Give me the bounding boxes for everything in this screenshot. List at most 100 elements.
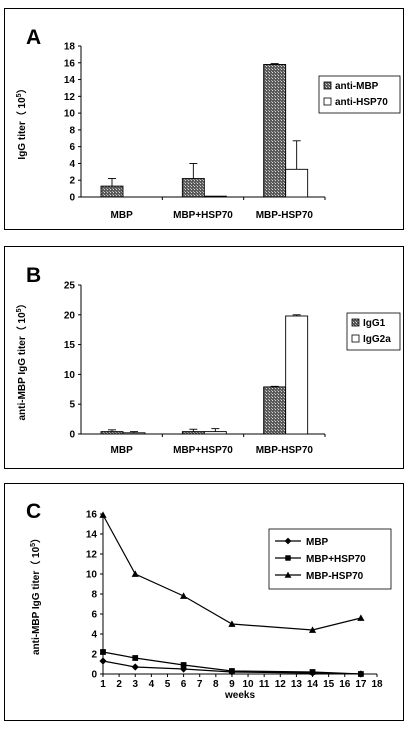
bar bbox=[100, 431, 124, 435]
data-point bbox=[284, 537, 292, 545]
panel-letter: C bbox=[26, 500, 41, 523]
x-category-label: MBP bbox=[111, 445, 134, 456]
y-tick-label: 4 bbox=[91, 630, 97, 641]
y-axis-label-close: ） bbox=[15, 83, 28, 93]
y-tick-label: 16 bbox=[86, 510, 98, 521]
y-tick-label: 15 bbox=[64, 340, 76, 351]
data-point bbox=[357, 614, 365, 621]
data-point bbox=[358, 671, 364, 677]
y-tick-label: 2 bbox=[69, 176, 75, 187]
data-point bbox=[179, 592, 188, 599]
bar bbox=[203, 195, 227, 198]
x-tick-label: 12 bbox=[275, 679, 287, 690]
x-tick-label: 17 bbox=[355, 679, 367, 690]
y-tick-label: 10 bbox=[64, 109, 76, 120]
x-tick-label: 1 bbox=[100, 679, 106, 690]
y-axis-label-close: ） bbox=[15, 298, 28, 308]
legend-label: MBP bbox=[306, 537, 329, 548]
y-axis-label-exponent: 5 bbox=[30, 543, 37, 547]
y-tick-label: 16 bbox=[64, 58, 76, 69]
y-tick-label: 5 bbox=[69, 400, 75, 411]
y-axis-label: IgG titer（ 105） bbox=[15, 83, 28, 159]
y-tick-label: 25 bbox=[64, 281, 76, 292]
y-axis-label-text: anti-MBP IgG titer（ 10 bbox=[29, 546, 42, 655]
y-tick-label: 4 bbox=[69, 159, 75, 170]
data-point bbox=[229, 668, 235, 674]
x-category-label: MBP-HSP70 bbox=[256, 210, 314, 221]
bar bbox=[263, 64, 287, 198]
y-tick-label: 0 bbox=[69, 430, 75, 441]
x-tick-label: 2 bbox=[116, 679, 122, 690]
x-tick-label: 7 bbox=[197, 679, 203, 690]
y-tick-label: 20 bbox=[64, 310, 76, 321]
legend-label: IgG2a bbox=[363, 334, 391, 345]
x-category-label: MBP+HSP70 bbox=[173, 210, 233, 221]
y-tick-label: 6 bbox=[69, 142, 75, 153]
y-axis-label-text: anti-MBP IgG titer（ 10 bbox=[15, 312, 28, 421]
bar bbox=[100, 185, 124, 198]
x-category-label: MBP+HSP70 bbox=[173, 445, 233, 456]
data-point bbox=[308, 626, 317, 633]
data-point bbox=[180, 662, 187, 668]
data-point bbox=[99, 511, 107, 518]
x-axis-label: weeks bbox=[224, 690, 255, 701]
legend-label: anti-HSP70 bbox=[335, 97, 388, 108]
y-axis-label-exponent: 5 bbox=[16, 308, 23, 312]
bar bbox=[285, 315, 309, 435]
x-tick-label: 4 bbox=[149, 679, 155, 690]
y-tick-label: 12 bbox=[64, 92, 76, 103]
y-axis-label-close: ） bbox=[29, 533, 42, 543]
legend-label: MBP-HSP70 bbox=[306, 571, 364, 582]
data-point bbox=[228, 620, 236, 627]
y-tick-label: 2 bbox=[91, 650, 97, 661]
y-tick-label: 0 bbox=[91, 670, 97, 681]
legend-label: IgG1 bbox=[363, 318, 386, 329]
data-point bbox=[100, 649, 106, 655]
y-axis-label-text: IgG titer（ 10 bbox=[15, 97, 28, 160]
data-point bbox=[131, 663, 139, 671]
chart-a: A IgG titer（ 105） 0 2 4 6 8 10 12 14 16 18 MBP MBP+HS… bbox=[15, 26, 401, 221]
legend-swatch bbox=[351, 334, 360, 343]
panel-letter: A bbox=[26, 26, 41, 49]
y-axis-label: anti-MBP IgG titer（ 105） bbox=[29, 533, 42, 655]
legend-label: MBP+HSP70 bbox=[306, 554, 366, 565]
x-tick-label: 6 bbox=[181, 679, 187, 690]
y-tick-label: 6 bbox=[91, 610, 97, 621]
y-axis-label-exponent: 5 bbox=[16, 93, 23, 97]
series-line bbox=[102, 660, 361, 675]
legend-swatch bbox=[323, 97, 332, 106]
y-tick-label: 14 bbox=[86, 530, 98, 541]
x-tick-label: 10 bbox=[242, 679, 254, 690]
bar bbox=[122, 432, 146, 435]
data-point bbox=[132, 655, 139, 661]
x-tick-label: 15 bbox=[323, 679, 335, 690]
series-line bbox=[102, 514, 362, 631]
x-tick-label: 13 bbox=[291, 679, 303, 690]
y-axis-label: anti-MBP IgG titer（ 105） bbox=[15, 298, 28, 420]
legend-swatch bbox=[351, 318, 360, 327]
x-tick-label: 18 bbox=[371, 679, 383, 690]
x-category-label: MBP bbox=[111, 210, 134, 221]
x-tick-label: 9 bbox=[229, 679, 235, 690]
data-point bbox=[131, 570, 139, 577]
x-tick-label: 3 bbox=[132, 679, 138, 690]
y-tick-label: 10 bbox=[64, 370, 76, 381]
y-tick-label: 8 bbox=[69, 125, 75, 136]
series-line bbox=[102, 651, 361, 675]
panel-a: A IgG titer（ 105） 0 2 4 6 8 10 12 14 16 18 MBP MBP+HS… bbox=[4, 8, 404, 230]
y-tick-label: 18 bbox=[64, 42, 76, 53]
x-tick-label: 11 bbox=[259, 679, 270, 690]
legend-box bbox=[318, 75, 401, 114]
bar bbox=[181, 178, 205, 198]
data-point bbox=[285, 555, 291, 561]
x-tick-label: 16 bbox=[339, 679, 351, 690]
y-tick-label: 12 bbox=[86, 550, 98, 561]
y-tick-label: 0 bbox=[69, 193, 75, 204]
x-category-label: MBP-HSP70 bbox=[256, 445, 314, 456]
y-tick-label: 8 bbox=[91, 590, 97, 601]
data-point bbox=[99, 657, 107, 665]
